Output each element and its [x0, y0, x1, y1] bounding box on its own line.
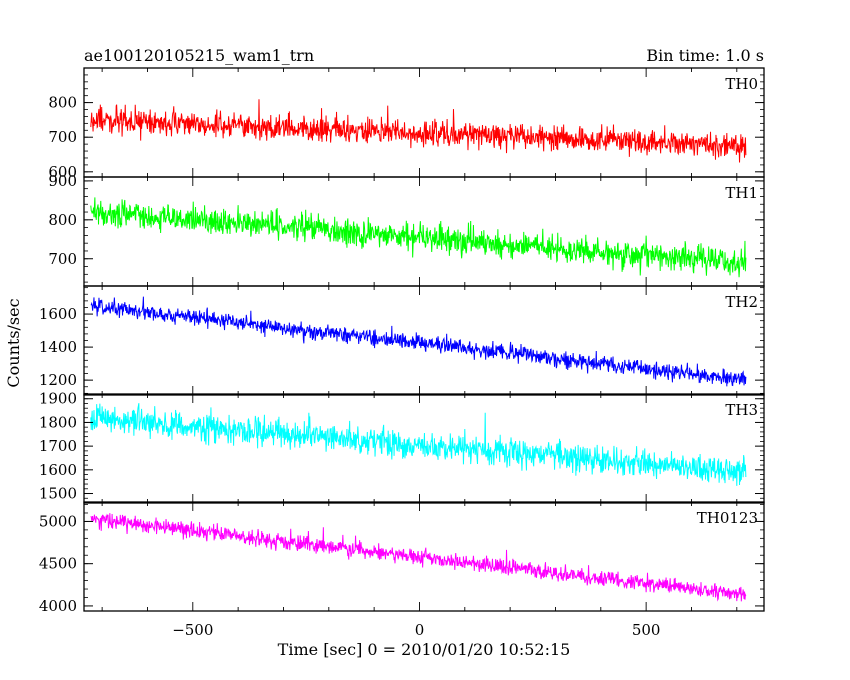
- x-tick-label: 500: [632, 621, 661, 639]
- series-th0123: [90, 513, 747, 602]
- panel-label-th1: TH1: [725, 184, 758, 202]
- series-th2: [90, 296, 747, 387]
- panel-th2: 1200 1400 1600 TH2: [39, 285, 765, 396]
- panel-th1: 700 800 900 TH1: [48, 172, 765, 287]
- series-th0: [90, 99, 747, 163]
- y-tick-label: 800: [48, 94, 77, 112]
- y-tick-label: 1500: [39, 485, 77, 503]
- panel-frame: [83, 501, 765, 612]
- x-tick-label: −500: [172, 621, 213, 639]
- series-th1: [90, 197, 747, 278]
- y-tick-label: 4000: [39, 597, 77, 615]
- series-th3: [90, 403, 747, 486]
- plot-title: ae100120105215_wam1_trn: [84, 46, 314, 65]
- y-tick-label: 1900: [39, 390, 77, 408]
- panel-label-th3: TH3: [725, 401, 758, 419]
- y-tick-label: 800: [48, 211, 77, 229]
- panels-group: 600700800TH0700800900TH1120014001600TH21…: [39, 67, 765, 615]
- panel-frame: [83, 285, 765, 396]
- x-axis: −500 0 500: [172, 621, 660, 639]
- y-tick-label: 900: [48, 172, 77, 190]
- panel-label-th0123: TH0123: [697, 509, 758, 527]
- y-tick-label: 1200: [39, 371, 77, 389]
- bin-time-label: Bin time: 1.0 s: [646, 46, 764, 65]
- y-tick-label: 1700: [39, 437, 77, 455]
- y-tick-label: 600: [48, 163, 77, 181]
- y-tick-label: 1400: [39, 338, 77, 356]
- panel-frame: [83, 176, 765, 287]
- panel-label-th0: TH0: [725, 75, 758, 93]
- y-tick-label: 700: [48, 128, 77, 146]
- y-tick-label: 4500: [39, 555, 77, 573]
- x-axis-title: Time [sec] 0 = 2010/01/20 10:52:15: [278, 640, 571, 659]
- y-tick-label: 1800: [39, 413, 77, 431]
- panel-label-th2: TH2: [725, 293, 758, 311]
- y-axis-title: Counts/sec: [4, 298, 23, 387]
- panel-th0123: 4000 4500 5000 TH0123: [39, 501, 765, 615]
- panel-frame: [83, 393, 765, 504]
- panel-th3: 1500 1600 1700 1800 1900 TH3: [39, 390, 765, 504]
- y-tick-label: 1600: [39, 305, 77, 323]
- x-tick-label: 0: [415, 621, 425, 639]
- y-tick-label: 1600: [39, 461, 77, 479]
- y-tick-label: 5000: [39, 512, 77, 530]
- y-tick-label: 700: [48, 250, 77, 268]
- panel-th0: 600 700 800 TH0: [48, 67, 765, 181]
